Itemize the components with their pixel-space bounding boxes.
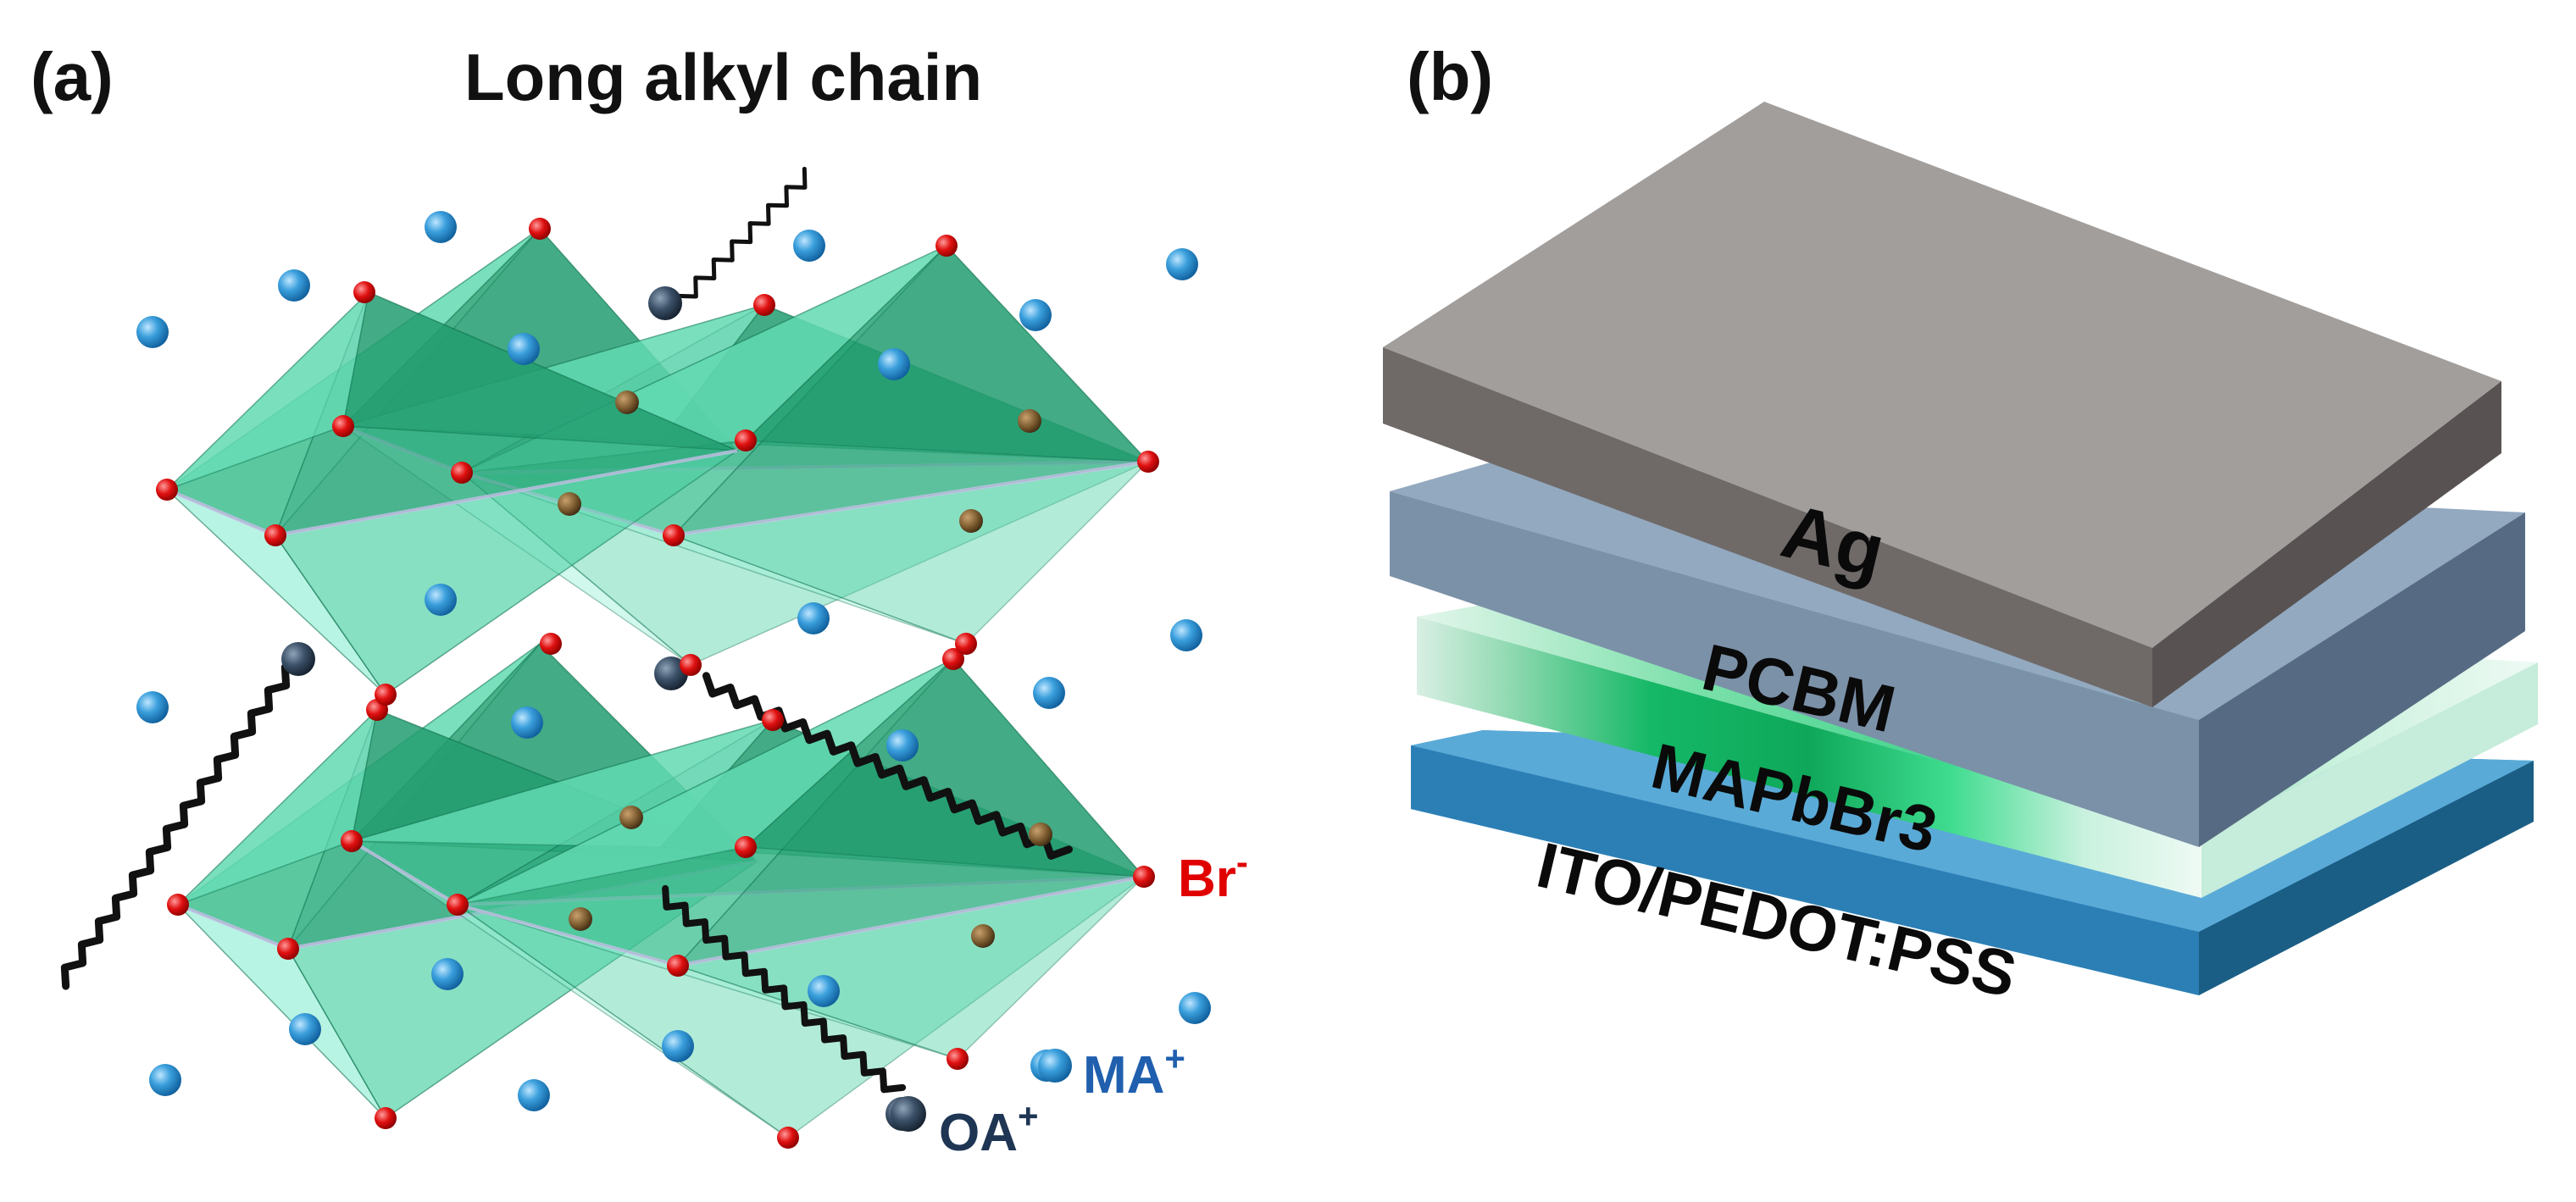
br-anion	[375, 684, 397, 706]
ma-cation	[425, 211, 457, 243]
alkyl-chain	[702, 672, 1073, 860]
legend-oa-sphere	[891, 1096, 926, 1132]
legend-br-ion: Br	[1178, 850, 1236, 908]
br-anion	[167, 894, 189, 916]
pb-atom	[615, 391, 639, 414]
br-anion	[277, 938, 299, 960]
ma-cation	[878, 348, 910, 380]
alkyl-chain	[675, 166, 808, 299]
octahedron-face	[342, 291, 738, 451]
br-anion	[935, 235, 958, 257]
panel-b: (b) ITO/PEDOT:PSS MAPbBr3 PCBM	[1383, 39, 2538, 1011]
br-anion	[447, 894, 469, 916]
legend-ma-ion: MA	[1083, 1046, 1164, 1105]
br-anion	[353, 281, 375, 303]
ma-cation	[431, 958, 464, 990]
legend-br-charge: -	[1236, 842, 1248, 882]
panel-b-label: (b)	[1407, 39, 1493, 114]
oa-cation	[281, 642, 315, 676]
ma-cation	[1019, 299, 1052, 331]
br-anion	[762, 709, 784, 731]
ma-cation	[886, 729, 919, 762]
ma-cation	[662, 1030, 694, 1062]
ma-cation	[136, 691, 169, 723]
legend-ma-charge: +	[1164, 1039, 1185, 1078]
br-anion	[735, 836, 757, 858]
br-anion	[753, 294, 775, 316]
panel-a-label: (a)	[31, 39, 114, 114]
ma-cation	[1166, 248, 1198, 280]
br-anion	[264, 524, 286, 546]
panel-a: (a) Long alkyl chain Br- MA+ OA+	[31, 39, 1248, 1162]
ma-cation	[1179, 992, 1211, 1024]
br-anion	[451, 462, 473, 484]
legend-oa: OA+	[939, 1096, 1039, 1162]
br-anion	[667, 955, 689, 977]
pb-atom	[569, 907, 592, 931]
ma-cation	[511, 706, 543, 739]
br-anion	[942, 648, 964, 670]
ma-cation	[1170, 619, 1202, 651]
legend-oa-ion: OA	[939, 1104, 1018, 1162]
pb-atom	[971, 924, 995, 948]
br-anion	[1133, 866, 1155, 888]
pb-atom	[959, 509, 983, 533]
br-anion	[540, 633, 562, 655]
br-anion	[680, 654, 702, 676]
ma-cation	[149, 1064, 181, 1096]
alkyl-chain	[60, 658, 308, 990]
br-anion	[955, 633, 977, 655]
ma-cation	[518, 1079, 550, 1111]
ma-cation	[808, 975, 840, 1007]
br-anion	[777, 1127, 799, 1149]
octahedron	[459, 244, 1151, 645]
octahedron	[165, 290, 740, 696]
pb-atom	[558, 492, 581, 516]
br-anion	[663, 524, 685, 546]
atoms-layer	[136, 211, 1211, 1149]
octahedron-face	[744, 244, 1150, 463]
oa-cation	[648, 286, 682, 320]
ma-cation	[793, 230, 825, 262]
octahedron-face	[744, 657, 1146, 878]
ma-cation	[1033, 677, 1065, 709]
ma-cation	[508, 333, 540, 365]
br-anion	[735, 429, 757, 451]
svg-text:MA+: MA+	[1083, 1039, 1185, 1105]
legend-ma-sphere	[1038, 1049, 1072, 1083]
ma-cation	[136, 316, 169, 348]
ma-cation	[425, 584, 457, 616]
br-anion	[375, 1107, 397, 1129]
svg-text:OA+: OA+	[939, 1096, 1039, 1162]
pb-atom	[619, 806, 643, 829]
br-anion	[341, 830, 363, 852]
alkyl-chains	[60, 166, 1073, 1094]
svg-text:Br-: Br-	[1178, 842, 1248, 908]
pb-atom	[1029, 823, 1052, 846]
br-anion	[332, 415, 354, 437]
ma-cation	[289, 1013, 321, 1045]
br-anion	[529, 218, 551, 240]
br-anion	[1137, 451, 1159, 473]
ma-cation	[278, 269, 310, 302]
pb-atom	[1018, 409, 1041, 433]
br-anion	[947, 1048, 969, 1070]
legend-br: Br-	[1178, 842, 1248, 908]
br-anion	[156, 479, 178, 501]
panel-a-title: Long alkyl chain	[464, 40, 982, 114]
legend-ma: MA+	[1083, 1039, 1185, 1105]
legend-oa-charge: +	[1018, 1096, 1039, 1136]
alkyl-chain	[662, 884, 907, 1094]
ma-cation	[797, 602, 830, 634]
